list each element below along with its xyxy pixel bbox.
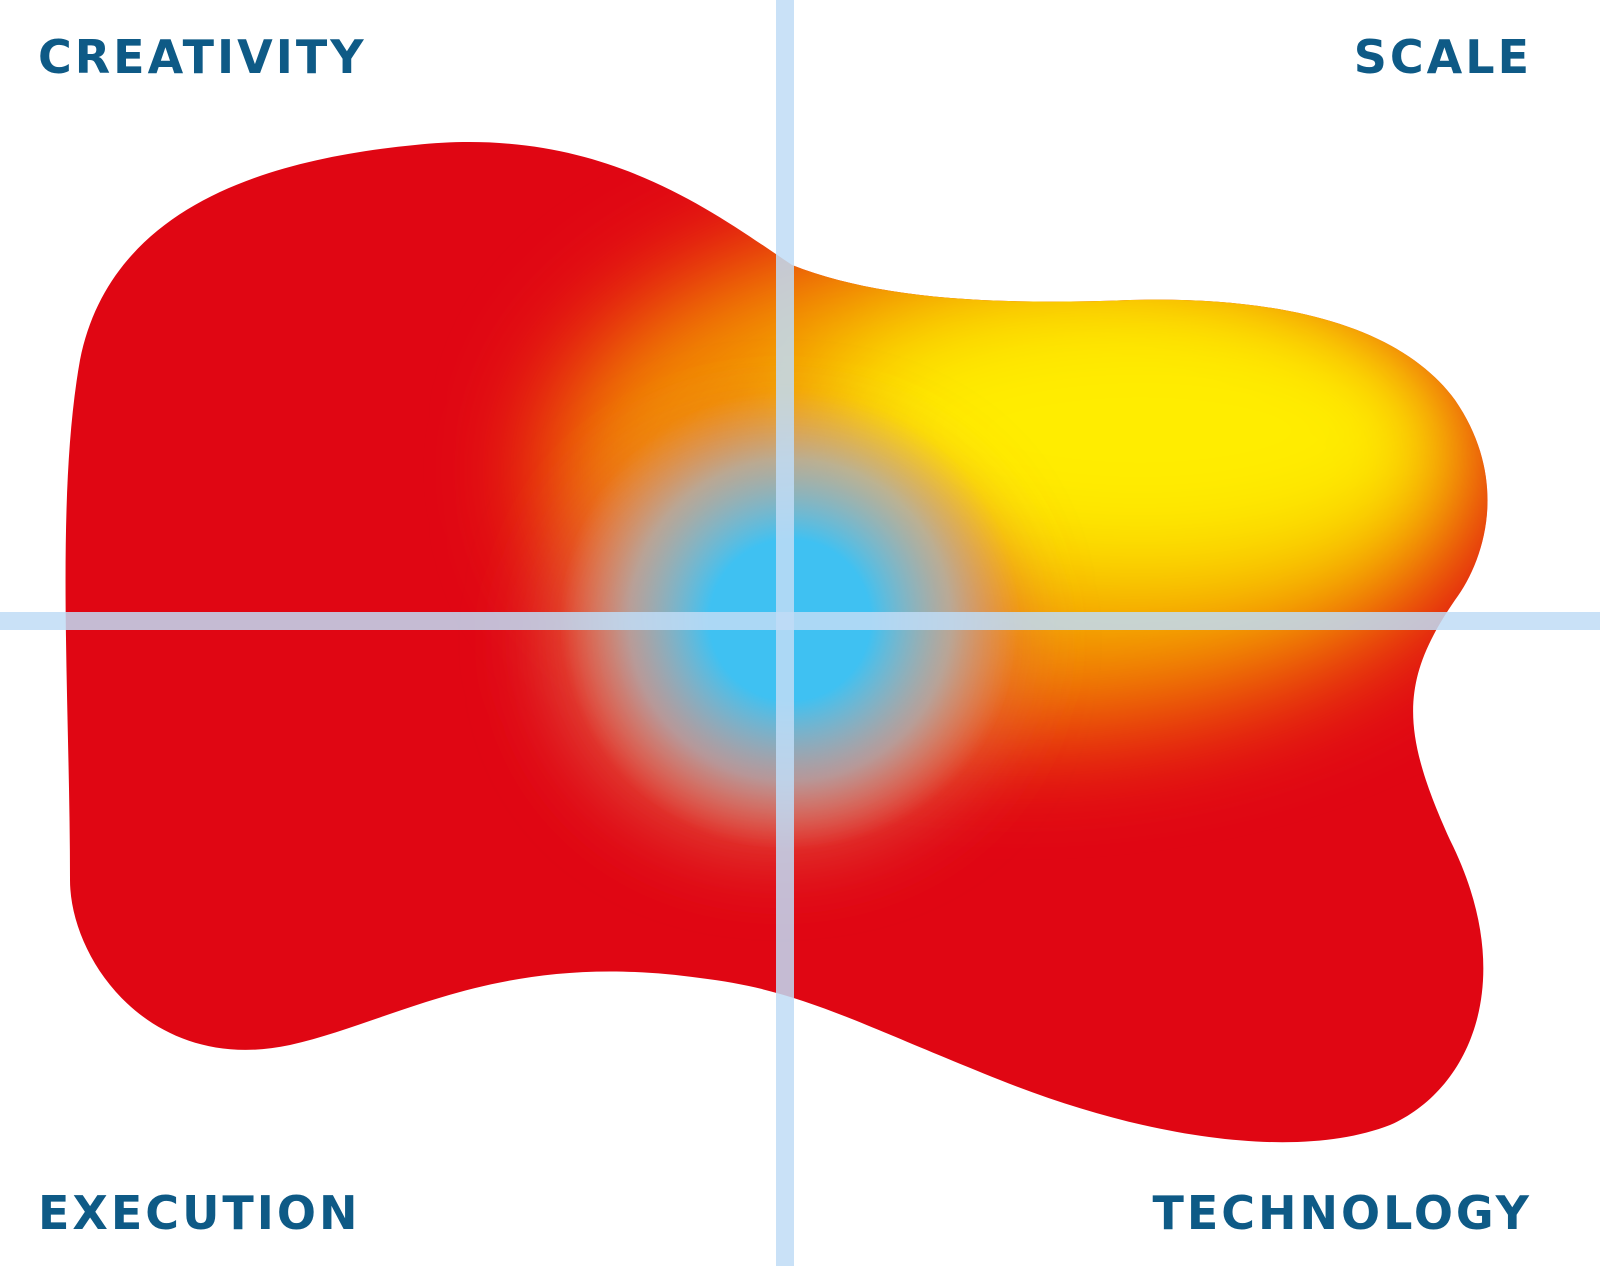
yellow-zone-inner [970, 380, 1430, 560]
horizontal-axis [0, 612, 1600, 630]
quadrant-label-technology: TECHNOLOGY [1152, 1186, 1532, 1240]
vertical-axis [776, 0, 794, 1266]
quadrant-label-creativity: CREATIVITY [38, 30, 367, 84]
quadrant-label-scale: SCALE [1353, 30, 1532, 84]
quadrant-label-execution: EXECUTION [38, 1186, 361, 1240]
